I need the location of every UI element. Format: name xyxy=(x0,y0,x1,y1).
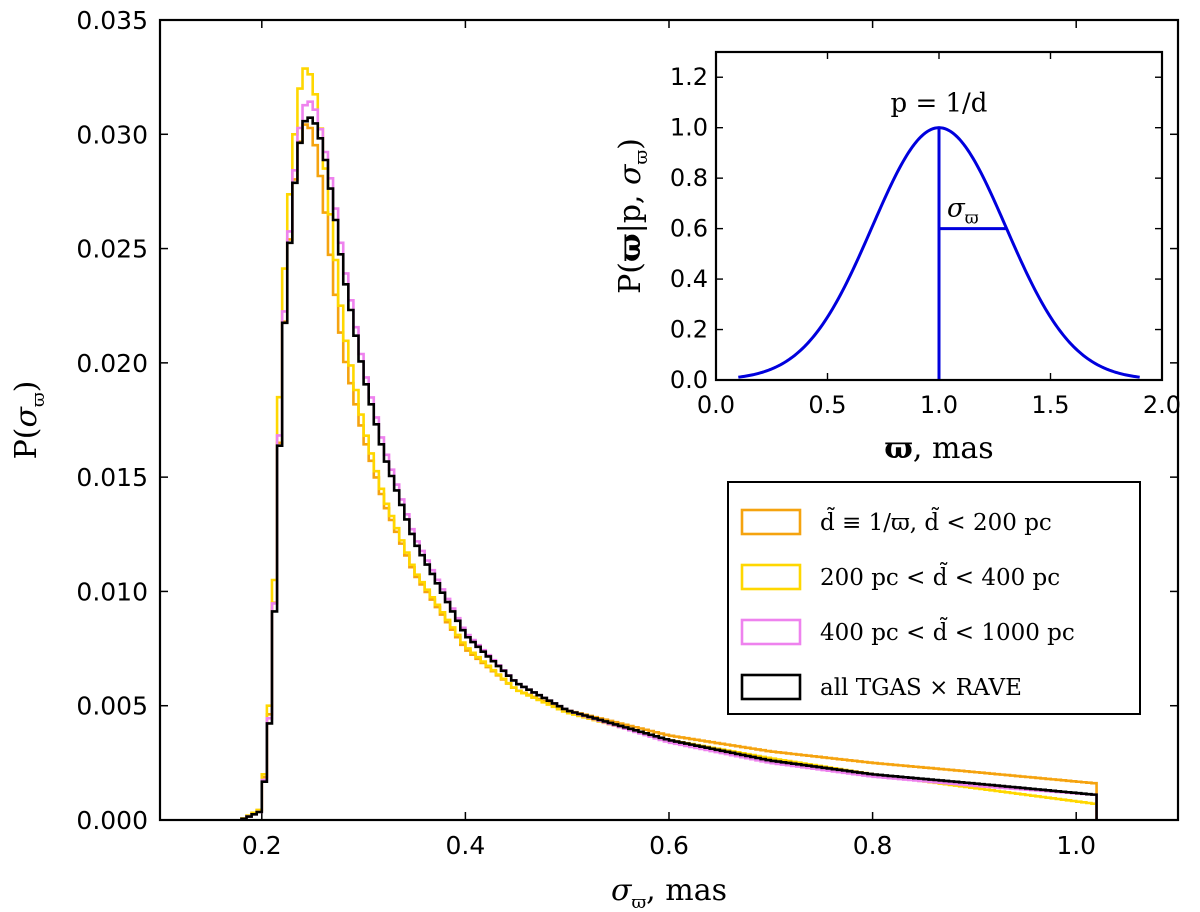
inset-plot: 0.0 0.5 1.0 1.5 2.0 0.0 0.2 0.4 0.6 0.8 1.0 1.2 p =… xyxy=(613,50,1181,466)
legend: d̃ ≡ 1/ϖ, d̃ < 200 pc 200 pc < d̃ < 400 p… xyxy=(727,481,1141,715)
inset-y-tick-label: 0.0 xyxy=(670,366,708,394)
legend-label: 200 pc < d̃ < 400 pc xyxy=(820,561,1060,591)
y-tick-label: 0.035 xyxy=(76,6,148,35)
x-tick-label: 0.6 xyxy=(649,831,689,860)
inset-peak-annotation: p = 1/d xyxy=(891,89,988,119)
legend-swatch xyxy=(740,563,802,591)
inset-x-tick-label: 1.5 xyxy=(1031,391,1069,419)
legend-swatch xyxy=(740,618,802,646)
main-y-axis-label: P(σϖ) xyxy=(9,381,49,460)
inset-x-tick-label: 0.0 xyxy=(697,391,735,419)
inset-y-tick-label: 1.0 xyxy=(670,114,708,142)
y-tick-label: 0.030 xyxy=(76,120,148,149)
inset-x-tick-label: 2.0 xyxy=(1143,391,1181,419)
series-line xyxy=(240,116,1098,821)
inset-y-axis-label: P(ϖ|p, σϖ) xyxy=(613,138,652,294)
legend-swatch xyxy=(740,508,802,536)
legend-swatch xyxy=(740,673,802,701)
inset-x-axis-label: ϖ, mas xyxy=(884,431,993,466)
inset-series-group xyxy=(738,126,1140,380)
y-tick-label: 0.005 xyxy=(76,692,148,721)
y-tick-label: 0.020 xyxy=(76,349,148,378)
x-tick-label: 1.0 xyxy=(1056,831,1096,860)
inset-y-tick-label: 1.2 xyxy=(670,63,708,91)
series-line xyxy=(240,100,1098,821)
y-tick-label: 0.010 xyxy=(76,577,148,606)
inset-y-tick-label: 0.6 xyxy=(670,215,708,243)
main-plot: 0.2 0.4 0.6 0.8 1.00.0000.0050.0100.0150.020… xyxy=(9,6,1180,912)
legend-label: all TGAS × RAVE xyxy=(820,675,1022,701)
x-tick-label: 0.8 xyxy=(853,831,893,860)
inset-plot-frame xyxy=(714,50,1164,382)
y-tick-label: 0.015 xyxy=(76,463,148,492)
x-tick-label: 0.4 xyxy=(446,831,486,860)
legend-label: 400 pc < d̃ < 1000 pc xyxy=(820,616,1075,646)
inset-ticks: 0.0 0.5 1.0 1.5 2.0 0.0 0.2 0.4 0.6 0.8 1.0 1.2 xyxy=(670,52,1181,419)
inset-gaussian-curve xyxy=(738,126,1140,379)
inset-x-tick-label: 0.5 xyxy=(808,391,846,419)
main-x-axis-label: σϖ, mas xyxy=(611,873,727,912)
y-tick-label: 0.000 xyxy=(76,806,148,835)
inset-y-tick-label: 0.2 xyxy=(670,316,708,344)
inset-y-tick-label: 0.4 xyxy=(670,265,708,293)
inset-y-tick-label: 0.8 xyxy=(670,164,708,192)
inset-sigma-annotation: σϖ xyxy=(947,194,979,229)
x-tick-label: 0.2 xyxy=(242,831,282,860)
inset-x-tick-label: 1.0 xyxy=(920,391,958,419)
main-series-group xyxy=(240,67,1098,821)
legend-label: d̃ ≡ 1/ϖ, d̃ < 200 pc xyxy=(820,506,1052,536)
main-plot-frame xyxy=(158,18,1180,822)
y-tick-label: 0.025 xyxy=(76,235,148,264)
main-ticks: 0.2 0.4 0.6 0.8 1.00.0000.0050.0100.0150.020… xyxy=(76,6,1178,860)
